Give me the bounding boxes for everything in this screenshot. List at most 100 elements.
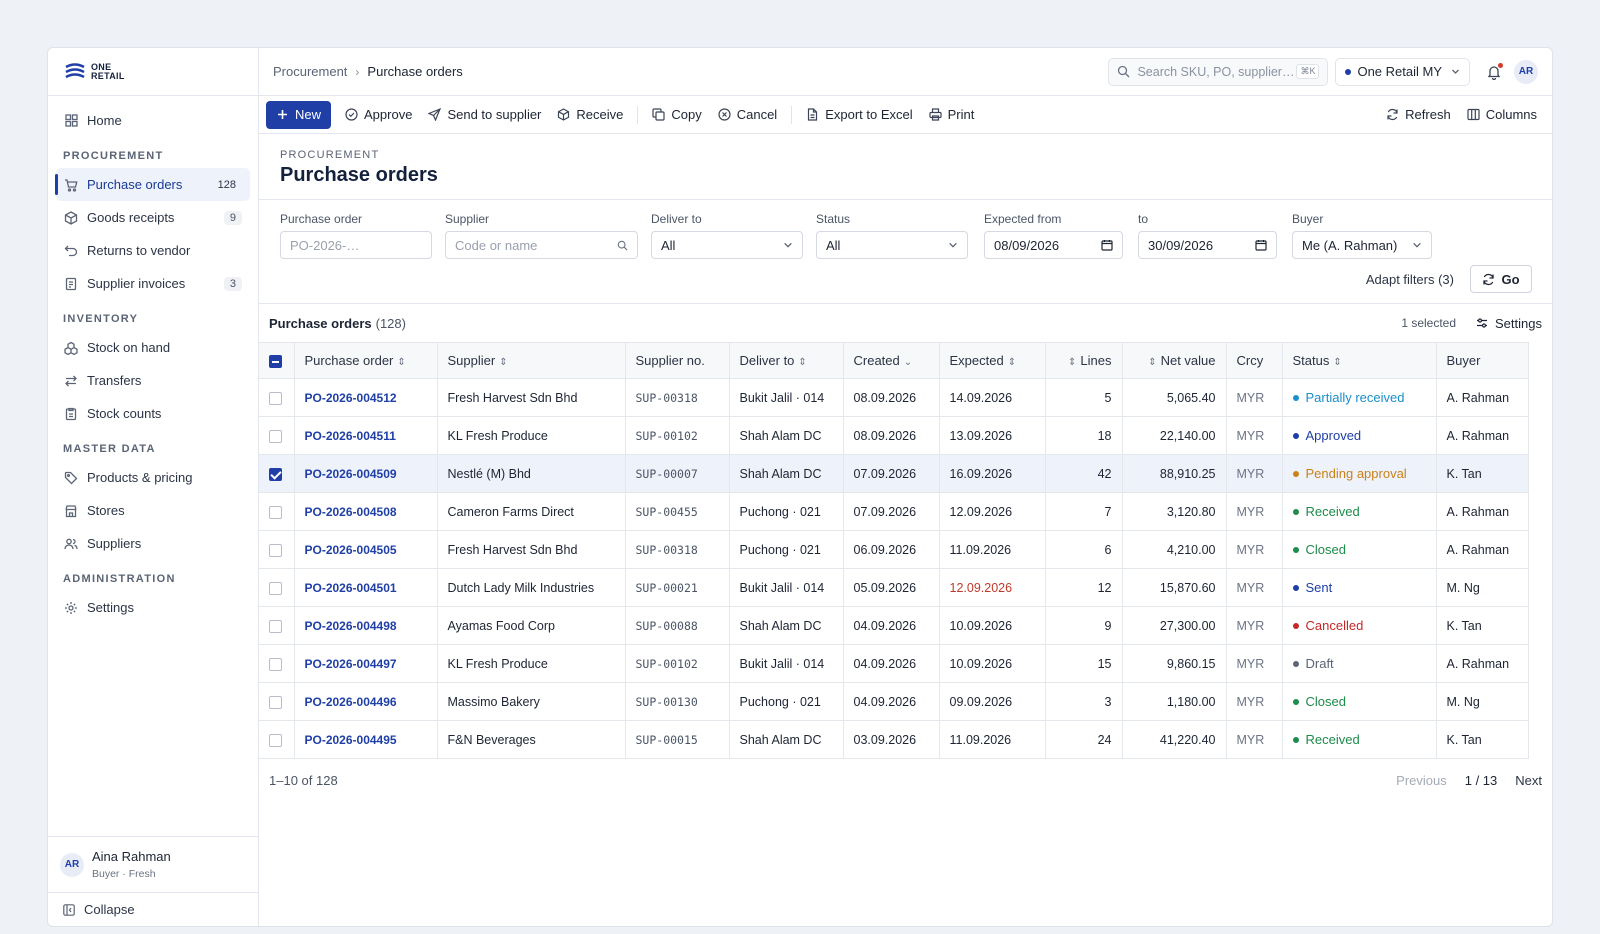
buyer-select[interactable]: Me (A. Rahman) — [1292, 231, 1432, 259]
row-checkbox[interactable] — [269, 467, 282, 481]
row-checkbox[interactable] — [269, 505, 282, 519]
copy-icon — [652, 108, 665, 121]
row-checkbox[interactable] — [269, 543, 282, 557]
approve-label: Approve — [364, 107, 413, 122]
status-label: Closed — [1305, 542, 1346, 558]
column-buyer[interactable]: Buyer — [1435, 342, 1529, 379]
table-row[interactable]: PO-2026-004496 Massimo Bakery SUP-00130 Puc… — [259, 682, 1529, 721]
table-row[interactable]: PO-2026-004509 Nestlé (M) Bhd SUP-00007 Sha… — [259, 454, 1529, 493]
supplier-input[interactable]: Code or name — [445, 231, 638, 259]
supplier-no-cell: SUP-00455 — [624, 492, 730, 531]
user-profile[interactable]: AR Aina Rahman Buyer · Fresh — [48, 836, 258, 892]
po-link[interactable]: PO-2026-004495 — [304, 732, 397, 747]
refresh-button[interactable]: Refresh — [1378, 101, 1459, 129]
avatar[interactable]: AR — [1514, 59, 1538, 84]
table-row[interactable]: PO-2026-004508 Cameron Farms Direct SUP-00… — [259, 492, 1529, 531]
table-row[interactable]: PO-2026-004495 F&N Beverages SUP-00015 Shah… — [259, 720, 1529, 759]
go-button[interactable]: Go — [1470, 265, 1532, 293]
column-lines[interactable]: ⇕ Lines — [1044, 342, 1123, 379]
new-button[interactable]: New — [266, 100, 332, 129]
row-checkbox[interactable] — [269, 391, 282, 405]
columns-button[interactable]: Columns — [1459, 101, 1545, 129]
previous-page-button[interactable]: Previous — [1396, 772, 1447, 788]
sidebar-item-goods-receipts[interactable]: Goods receipts 9 — [56, 201, 250, 234]
table-row[interactable]: PO-2026-004511 KL Fresh Produce SUP-00102 S… — [259, 416, 1529, 455]
breadcrumb-current: Purchase orders — [367, 64, 463, 79]
copy-button[interactable]: Copy — [644, 101, 709, 129]
row-select-cell — [259, 644, 295, 683]
row-checkbox[interactable] — [269, 619, 282, 633]
table-row[interactable]: PO-2026-004497 KL Fresh Produce SUP-00102 B… — [259, 644, 1529, 683]
brand-logo[interactable]: ONE RETAIL — [48, 48, 258, 96]
column-status[interactable]: Status ⇕ — [1281, 342, 1437, 379]
column-created[interactable]: Created ⌄ — [842, 342, 940, 379]
currency-cell: MYR — [1225, 682, 1283, 721]
po-link[interactable]: PO-2026-004501 — [304, 580, 397, 595]
adapt-filters-link[interactable]: Adapt filters (3) — [1365, 272, 1454, 287]
next-page-button[interactable]: Next — [1515, 772, 1542, 788]
column-crcy[interactable]: Crcy — [1225, 342, 1283, 379]
select-all-checkbox[interactable] — [269, 355, 282, 369]
collapse-button[interactable]: Collapse — [48, 892, 258, 926]
po-link[interactable]: PO-2026-004508 — [304, 504, 397, 519]
send-to-supplier-button[interactable]: Send to supplier — [420, 101, 549, 129]
po-link[interactable]: PO-2026-004498 — [304, 618, 397, 633]
row-checkbox[interactable] — [269, 657, 282, 671]
row-checkbox[interactable] — [269, 695, 282, 709]
sidebar-item-purchase-orders[interactable]: Purchase orders 128 — [55, 168, 250, 201]
sidebar-item-suppliers[interactable]: Suppliers — [56, 527, 250, 560]
column-expected[interactable]: Expected ⇕ — [938, 342, 1046, 379]
sidebar-item-stores[interactable]: Stores — [56, 494, 250, 527]
sidebar-item-transfers[interactable]: Transfers — [56, 364, 250, 397]
sidebar-item-returns-to-vendor[interactable]: Returns to vendor — [56, 234, 250, 267]
table-row[interactable]: PO-2026-004512 Fresh Harvest Sdn Bhd SUP-0… — [259, 378, 1529, 417]
table-row[interactable]: PO-2026-004505 Fresh Harvest Sdn Bhd SUP-0… — [259, 530, 1529, 569]
table-row[interactable]: PO-2026-004501 Dutch Lady Milk Industries… — [259, 568, 1529, 607]
created-cell: 07.09.2026 — [842, 454, 940, 493]
net-value-cell: 27,300.00 — [1121, 606, 1227, 645]
po-link[interactable]: PO-2026-004505 — [304, 542, 397, 557]
row-checkbox[interactable] — [269, 429, 282, 443]
receive-label: Receive — [576, 107, 624, 122]
purchase-order-input[interactable]: PO-2026-… — [280, 231, 432, 259]
expected-from-date[interactable]: 08/09/2026 — [984, 231, 1123, 259]
sidebar-item-home[interactable]: Home — [56, 104, 250, 137]
receive-button[interactable]: Receive — [549, 101, 631, 129]
sidebar-item-supplier-invoices[interactable]: Supplier invoices 3 — [56, 267, 250, 300]
print-button[interactable]: Print — [921, 101, 983, 129]
brand-name: ONE RETAIL — [91, 62, 125, 81]
cancel-button[interactable]: Cancel — [710, 101, 785, 129]
status-select[interactable]: All — [816, 231, 968, 259]
notifications-button[interactable] — [1486, 62, 1503, 80]
expected-to-date[interactable]: 30/09/2026 — [1138, 231, 1277, 259]
tenant-selector[interactable]: One Retail MY — [1335, 57, 1470, 86]
search-input[interactable]: Search SKU, PO, supplier… ⌘K — [1108, 57, 1329, 86]
column-supplier[interactable]: Supplier ⇕ — [436, 342, 626, 379]
supplier-no-cell: SUP-00088 — [624, 606, 730, 645]
sidebar-item-settings[interactable]: Settings — [56, 591, 250, 624]
row-checkbox[interactable] — [269, 581, 282, 595]
table-row[interactable]: PO-2026-004498 Ayamas Food Corp SUP-00088 S… — [259, 606, 1529, 645]
row-checkbox[interactable] — [269, 733, 282, 747]
sidebar: ONE RETAIL Home PROCUREMENT Purchase ord… — [48, 48, 259, 926]
approve-button[interactable]: Approve — [337, 101, 420, 129]
filter-buyer: Buyer Me (A. Rahman) — [1292, 212, 1432, 259]
deliver-to-select[interactable]: All — [651, 231, 803, 259]
column-net-value[interactable]: ⇕ Net value — [1121, 342, 1227, 379]
sidebar-item-stock-on-hand[interactable]: Stock on hand — [56, 331, 250, 364]
sidebar-item-products-pricing[interactable]: Products & pricing — [56, 461, 250, 494]
column-deliver-to[interactable]: Deliver to ⇕ — [728, 342, 844, 379]
column-supplier-no[interactable]: Supplier no. — [624, 342, 730, 379]
sidebar-item-label: Returns to vendor — [87, 243, 191, 258]
column-purchase-order[interactable]: Purchase order ⇕ — [293, 342, 438, 379]
po-link[interactable]: PO-2026-004496 — [304, 694, 397, 709]
po-link[interactable]: PO-2026-004509 — [304, 466, 397, 481]
po-link[interactable]: PO-2026-004512 — [304, 390, 397, 405]
table-settings-button[interactable]: Settings — [1476, 316, 1542, 331]
sidebar-item-stock-counts[interactable]: Stock counts — [56, 397, 250, 430]
status-label: Partially received — [1305, 390, 1405, 406]
export-excel-button[interactable]: Export to Excel — [798, 101, 920, 129]
po-link[interactable]: PO-2026-004497 — [304, 656, 397, 671]
breadcrumb-procurement[interactable]: Procurement — [273, 64, 348, 79]
po-link[interactable]: PO-2026-004511 — [304, 428, 396, 443]
